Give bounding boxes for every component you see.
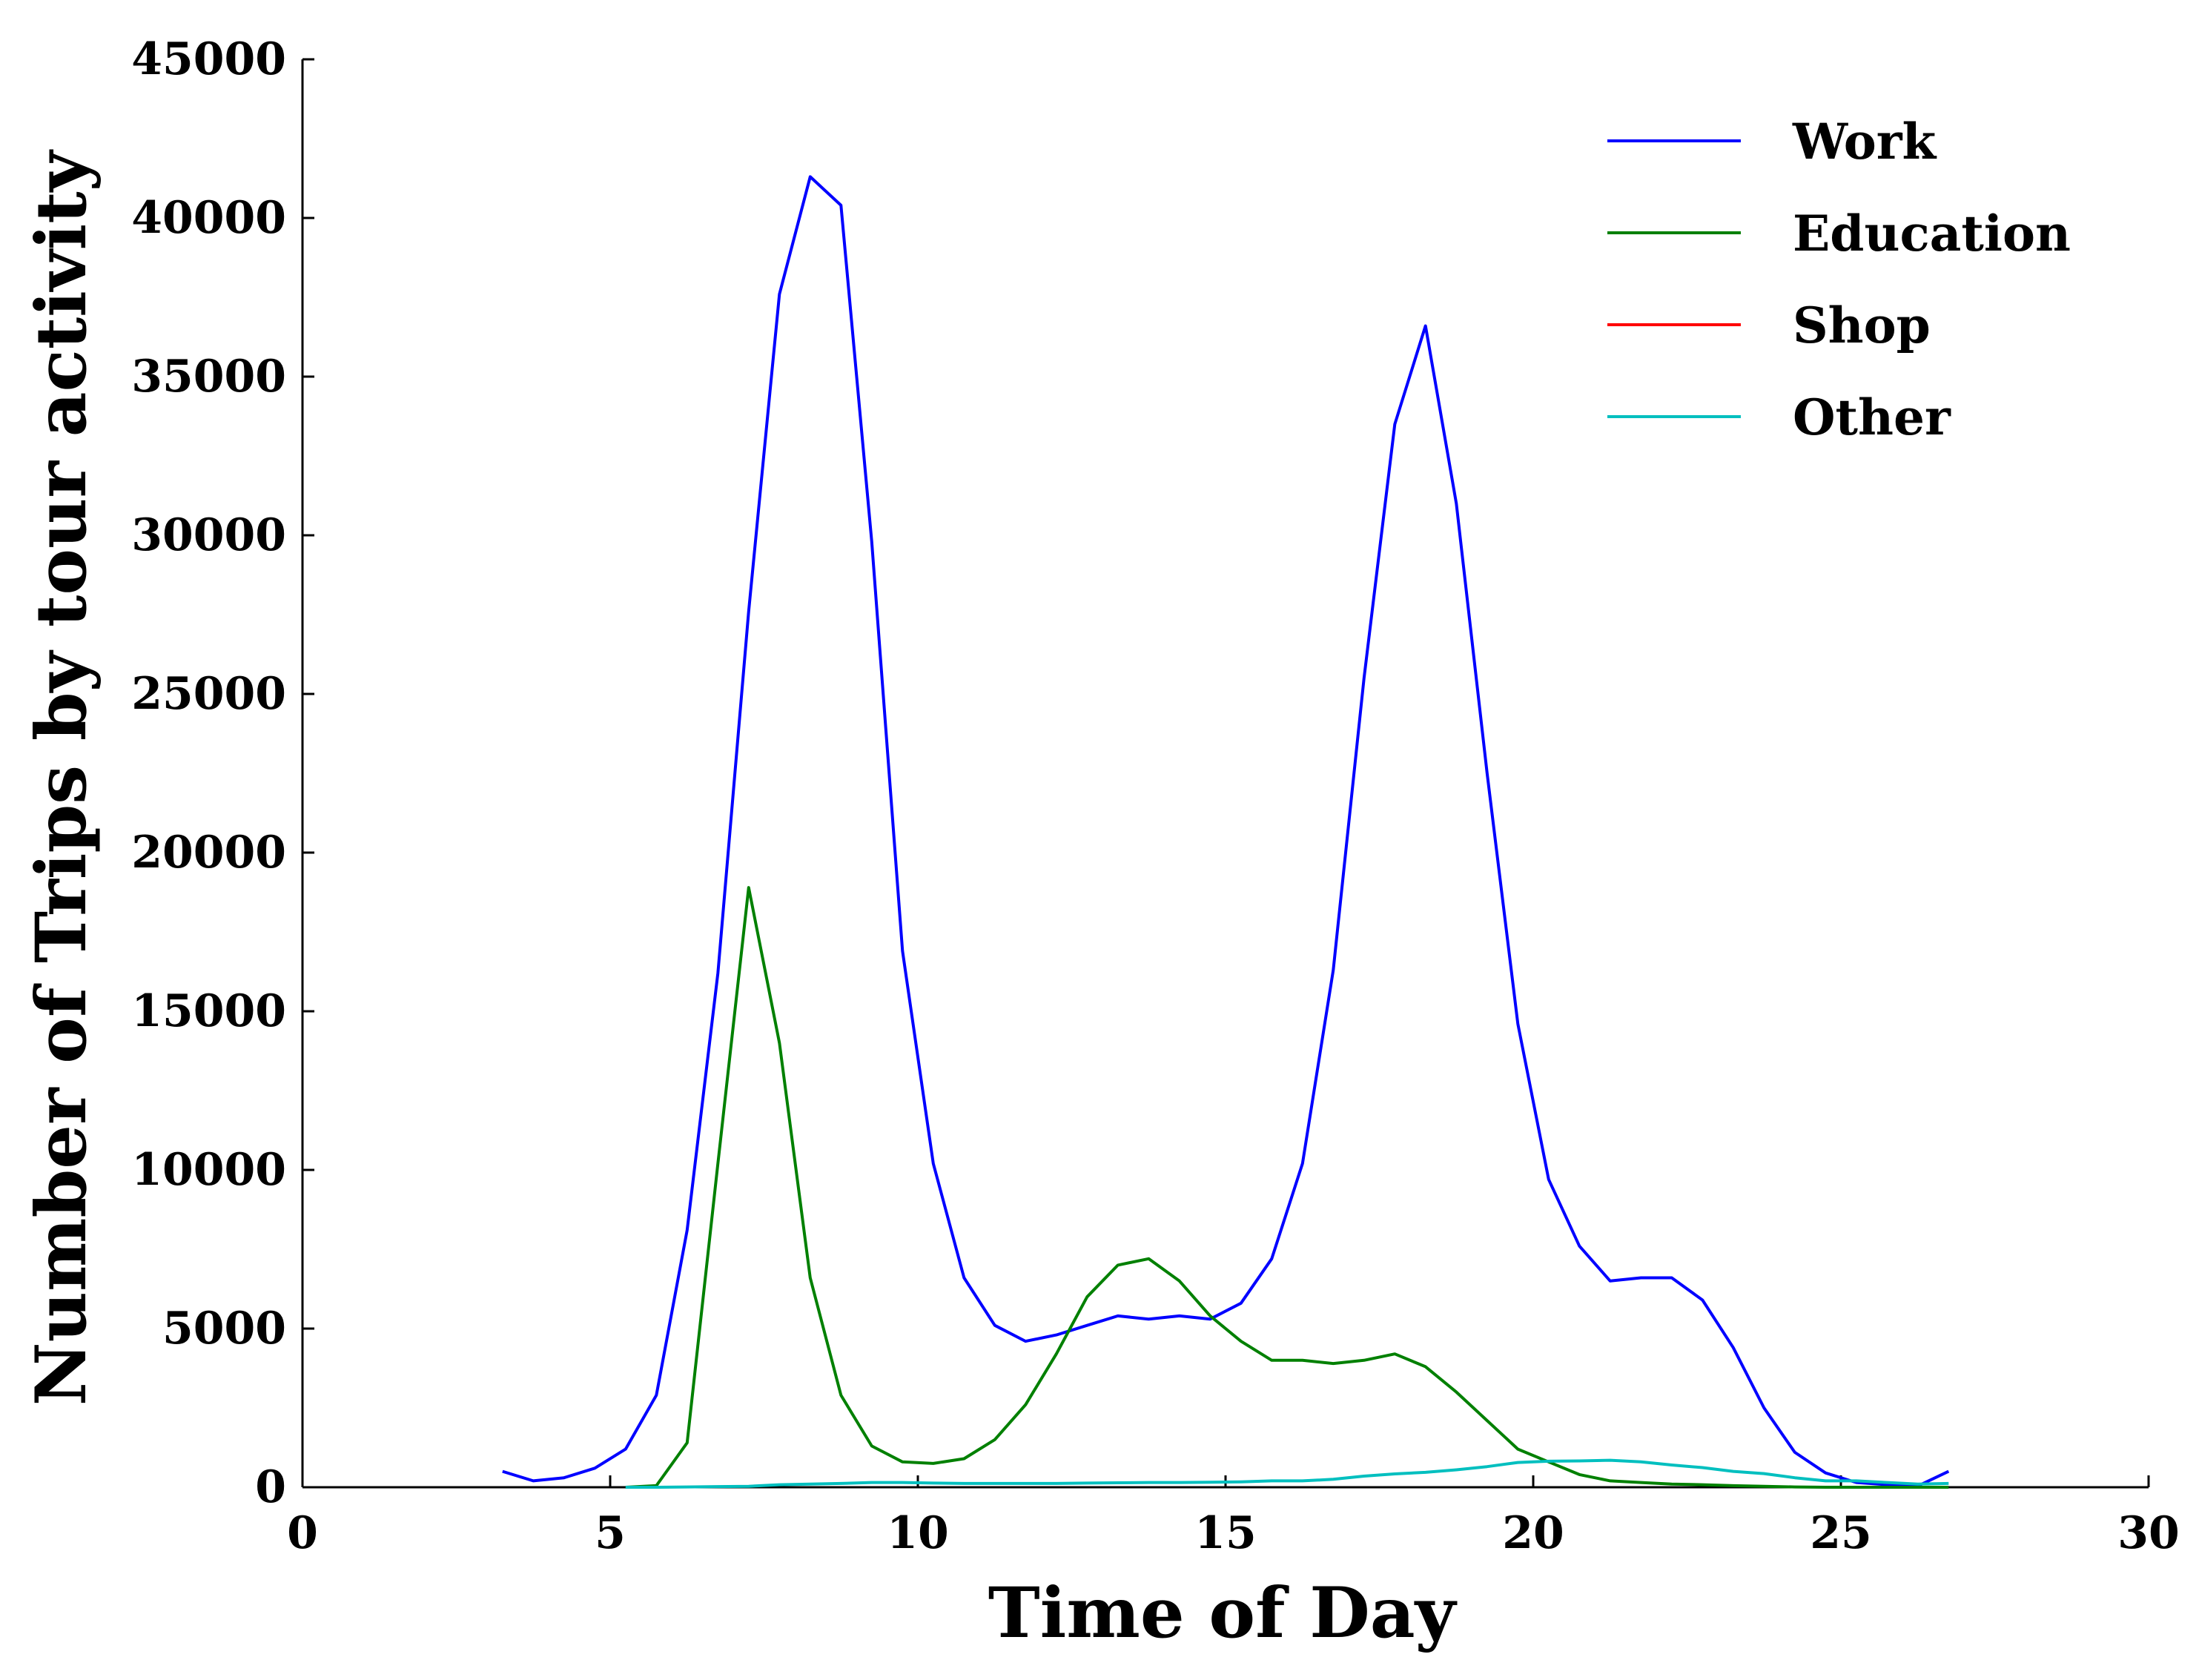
series-line-education <box>625 886 1949 1489</box>
y-tick-label: 40000 <box>131 192 286 244</box>
legend-label-shop: Shop <box>1793 297 1931 354</box>
x-tick-label: 0 <box>287 1507 318 1559</box>
x-tick-label: 30 <box>2117 1507 2180 1559</box>
x-tick-label: 10 <box>887 1507 949 1559</box>
x-tick-label: 15 <box>1194 1507 1257 1559</box>
legend-label-work: Work <box>1792 113 1937 171</box>
y-tick-label: 25000 <box>131 668 286 720</box>
legend: Work Education Shop Other <box>1607 113 2071 446</box>
x-tick-label: 25 <box>1810 1507 1872 1559</box>
series-line-other <box>625 1458 1949 1489</box>
y-tick-label: 45000 <box>131 33 286 85</box>
series-lines <box>502 175 1950 1489</box>
y-tick-label: 5000 <box>162 1303 286 1355</box>
y-tick-label: 0 <box>255 1461 286 1513</box>
y-axis-title: Number of Trips by tour activity <box>21 149 102 1406</box>
axes: 0 5 10 15 20 25 30 0 5000 10000 15000 20000 25000 300… <box>131 33 2180 1559</box>
y-tick-label: 30000 <box>131 509 286 561</box>
x-axis-title: Time of Day <box>988 1572 1458 1654</box>
y-tick-label: 20000 <box>131 827 286 879</box>
y-tick-label: 35000 <box>131 351 286 403</box>
series-line-work <box>502 175 1950 1488</box>
y-tick-label: 15000 <box>131 985 286 1037</box>
x-tick-label: 20 <box>1502 1507 1564 1559</box>
legend-label-other: Other <box>1793 388 1951 446</box>
y-tick-label: 10000 <box>131 1144 286 1196</box>
legend-label-education: Education <box>1793 205 2071 262</box>
x-tick-label: 5 <box>595 1507 626 1559</box>
